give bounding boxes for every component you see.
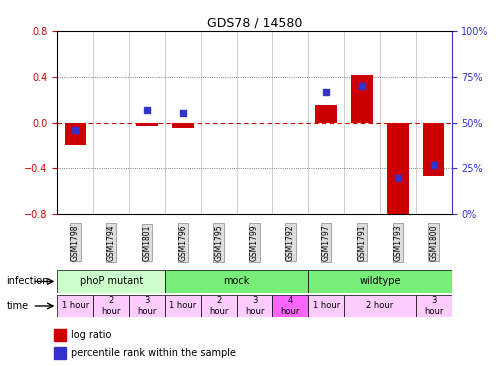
- Bar: [165, 295, 201, 317]
- Text: time: time: [6, 301, 28, 311]
- Point: [430, 162, 438, 168]
- Text: wildtype: wildtype: [359, 276, 401, 287]
- Point: [322, 89, 330, 94]
- Bar: [237, 295, 272, 317]
- Text: 1 hour: 1 hour: [169, 302, 197, 310]
- Bar: [93, 295, 129, 317]
- Text: 4
hour: 4 hour: [280, 296, 300, 316]
- Text: GSM1792: GSM1792: [286, 224, 295, 261]
- Text: 2
hour: 2 hour: [101, 296, 121, 316]
- Bar: [201, 295, 237, 317]
- Point: [358, 83, 366, 89]
- Text: GSM1798: GSM1798: [71, 224, 80, 261]
- Point: [71, 127, 79, 133]
- Bar: [387, 123, 409, 220]
- Point: [179, 111, 187, 116]
- Bar: [423, 123, 445, 176]
- Text: 3
hour: 3 hour: [424, 296, 444, 316]
- Bar: [416, 295, 452, 317]
- Bar: [54, 347, 66, 359]
- Bar: [308, 295, 344, 317]
- Bar: [54, 329, 66, 341]
- Text: GSM1800: GSM1800: [429, 224, 438, 261]
- Bar: [172, 123, 194, 128]
- Bar: [57, 295, 93, 317]
- Bar: [272, 295, 308, 317]
- Text: GSM1791: GSM1791: [357, 224, 366, 261]
- Text: phoP mutant: phoP mutant: [79, 276, 143, 287]
- Point: [143, 107, 151, 113]
- Bar: [315, 105, 337, 123]
- Bar: [351, 75, 373, 123]
- Text: GSM1793: GSM1793: [393, 224, 402, 261]
- Text: GSM1797: GSM1797: [322, 224, 331, 261]
- Text: GSM1801: GSM1801: [143, 224, 152, 261]
- Text: 1 hour: 1 hour: [62, 302, 89, 310]
- Text: 2 hour: 2 hour: [366, 302, 394, 310]
- Text: GSM1794: GSM1794: [107, 224, 116, 261]
- Bar: [129, 295, 165, 317]
- Text: 1 hour: 1 hour: [312, 302, 340, 310]
- Title: GDS78 / 14580: GDS78 / 14580: [207, 17, 302, 30]
- Bar: [64, 123, 86, 146]
- Text: infection: infection: [6, 276, 49, 287]
- Bar: [136, 123, 158, 126]
- Bar: [165, 270, 308, 293]
- Text: 2
hour: 2 hour: [209, 296, 229, 316]
- Text: GSM1796: GSM1796: [178, 224, 187, 261]
- Bar: [308, 270, 452, 293]
- Text: mock: mock: [224, 276, 250, 287]
- Text: GSM1795: GSM1795: [214, 224, 223, 261]
- Text: log ratio: log ratio: [71, 330, 111, 340]
- Text: percentile rank within the sample: percentile rank within the sample: [71, 348, 236, 358]
- Bar: [344, 295, 416, 317]
- Text: 3
hour: 3 hour: [137, 296, 157, 316]
- Point: [394, 175, 402, 180]
- Text: 3
hour: 3 hour: [245, 296, 264, 316]
- Bar: [57, 270, 165, 293]
- Text: GSM1799: GSM1799: [250, 224, 259, 261]
